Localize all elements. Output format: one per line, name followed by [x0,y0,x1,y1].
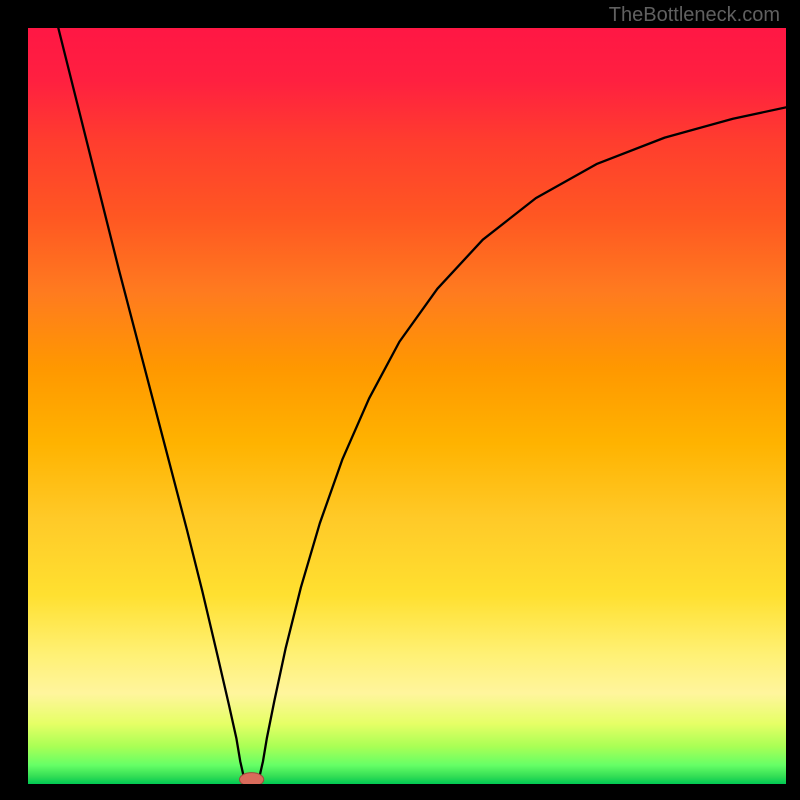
gradient-background [28,28,786,784]
watermark-text: TheBottleneck.com [609,4,780,27]
plot-svg [28,28,786,784]
minimum-marker [239,773,263,784]
plot-area [28,28,786,784]
